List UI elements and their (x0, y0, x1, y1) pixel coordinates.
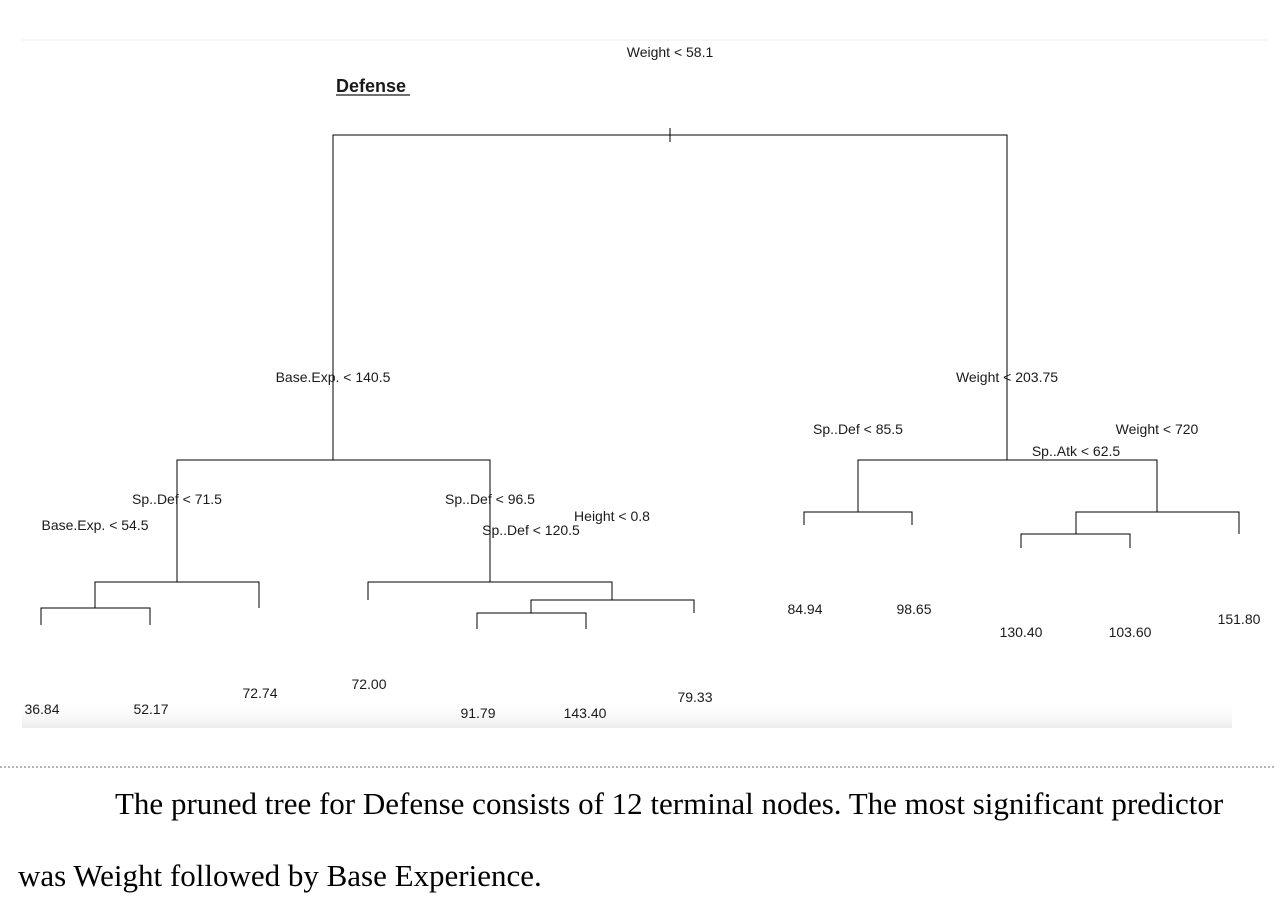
split-label-root: Weight < 58.1 (627, 44, 714, 60)
split-label-rrl: Sp..Atk < 62.5 (1032, 443, 1121, 459)
split-label-lrrl: Sp..Def < 120.5 (482, 522, 580, 538)
leaf-label: 130.40 (1000, 624, 1043, 640)
lll-branch (40, 607, 151, 625)
rl-branch (803, 511, 913, 525)
leaf-label: 151.80 (1218, 611, 1261, 627)
lr-branch (367, 581, 613, 600)
left-branch (176, 459, 491, 582)
figure-caption-paragraph: The pruned tree for Defense consists of … (18, 786, 1224, 893)
leaf-label: 91.79 (460, 705, 495, 721)
leaf-label: 84.94 (787, 601, 822, 617)
split-label-right: Weight < 203.75 (956, 369, 1058, 385)
leaf-label: 143.40 (564, 705, 607, 721)
lrr-branch (530, 599, 695, 613)
ll-branch (94, 581, 260, 608)
split-label-ll: Sp..Def < 71.5 (132, 491, 222, 507)
figure-bottom-fade (22, 700, 1232, 728)
split-label-rr: Weight < 720 (1116, 421, 1199, 437)
lrrl-branch (476, 612, 587, 629)
split-label-lll: Base.Exp. < 54.5 (41, 517, 148, 533)
figure-title: Defense (336, 76, 406, 96)
leaf-label: 103.60 (1109, 624, 1152, 640)
root-branch (332, 134, 1008, 460)
right-branch (857, 459, 1158, 512)
leaf-label: 98.65 (896, 601, 931, 617)
leaf-label: 36.84 (24, 701, 59, 717)
page-break-rule (0, 766, 1274, 768)
regression-tree-svg: Defense Weight < 58.1 Base.Exp. < 140.5 … (22, 39, 1268, 728)
split-label-rl: Sp..Def < 85.5 (813, 421, 903, 437)
rrl-branch (1020, 533, 1131, 548)
split-label-left: Base.Exp. < 140.5 (276, 369, 391, 385)
split-label-lr: Sp..Def < 96.5 (445, 491, 535, 507)
rr-branch (1075, 511, 1240, 534)
split-label-lrr: Height < 0.8 (574, 508, 650, 524)
regression-tree-figure: Defense Weight < 58.1 Base.Exp. < 140.5 … (22, 39, 1268, 728)
leaf-label: 52.17 (133, 701, 168, 717)
leaf-label: 72.00 (351, 676, 386, 692)
leaf-label: 72.74 (242, 685, 277, 701)
leaf-label: 79.33 (677, 689, 712, 705)
